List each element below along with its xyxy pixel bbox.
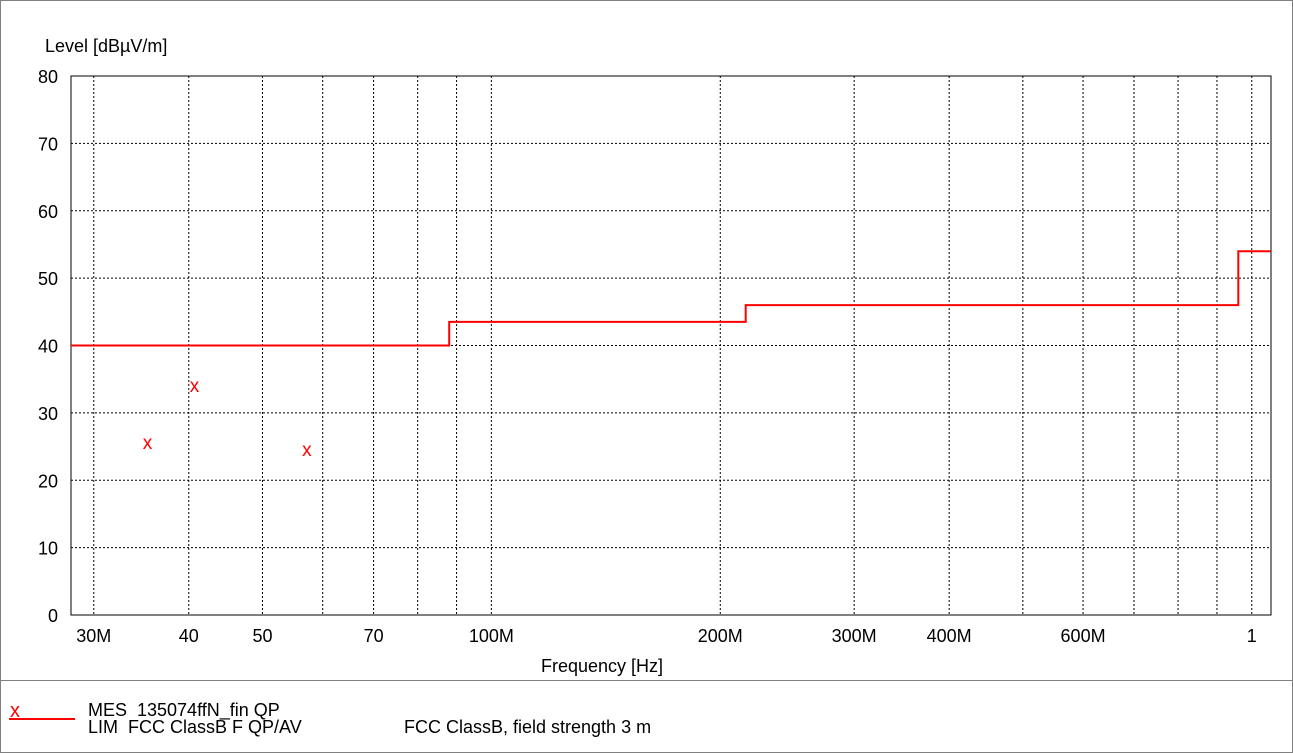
measurement-point: x: [143, 433, 153, 454]
x-tick-label: 600M: [1061, 626, 1106, 646]
y-tick-labels: 0 10 20 30 40 50 60 70 80: [38, 67, 58, 626]
y-tick-label: 30: [38, 404, 58, 424]
x-tick-label: 40: [179, 626, 199, 646]
x-tick-label: 1: [1247, 626, 1257, 646]
y-tick-label: 50: [38, 269, 58, 289]
y-tick-label: 40: [38, 337, 58, 357]
legend-mes-label: MES 135074ffN_fin QP: [88, 700, 280, 720]
y-tick-label: 10: [38, 539, 58, 559]
y-tick-label: 0: [48, 606, 58, 626]
x-tick-label: 400M: [927, 626, 972, 646]
y-tick-label: 70: [38, 134, 58, 154]
x-axis-label: Frequency [Hz]: [541, 656, 663, 676]
legend-lim-line: [9, 718, 75, 720]
x-tick-label: 100M: [469, 626, 514, 646]
measurement-point: x: [302, 440, 312, 461]
x-tick-label: 30M: [76, 626, 111, 646]
series: x x x: [71, 250, 1271, 461]
x-tick-labels: 30M 40 50 70 100M 200M 300M 400M 600M 1: [76, 626, 1256, 646]
y-tick-label: 60: [38, 202, 58, 222]
y-axis-label: Level [dBµV/m]: [45, 36, 167, 56]
legend-lim-description: FCC ClassB, field strength 3 m: [404, 717, 652, 737]
x-tick-label: 300M: [832, 626, 877, 646]
limit-line: [71, 250, 1271, 347]
x-tick-label: 50: [252, 626, 272, 646]
y-tick-label: 80: [38, 67, 58, 87]
y-tick-label: 20: [38, 471, 58, 491]
measurement-point: x: [190, 376, 200, 397]
legend-separator: [0, 680, 1293, 681]
x-tick-label: 200M: [698, 626, 743, 646]
grid: [71, 76, 1271, 615]
x-tick-label: 70: [364, 626, 384, 646]
legend-x-marker: x: [10, 700, 20, 722]
legend-lim-label: LIM FCC ClassB F QP/AV: [88, 717, 302, 737]
